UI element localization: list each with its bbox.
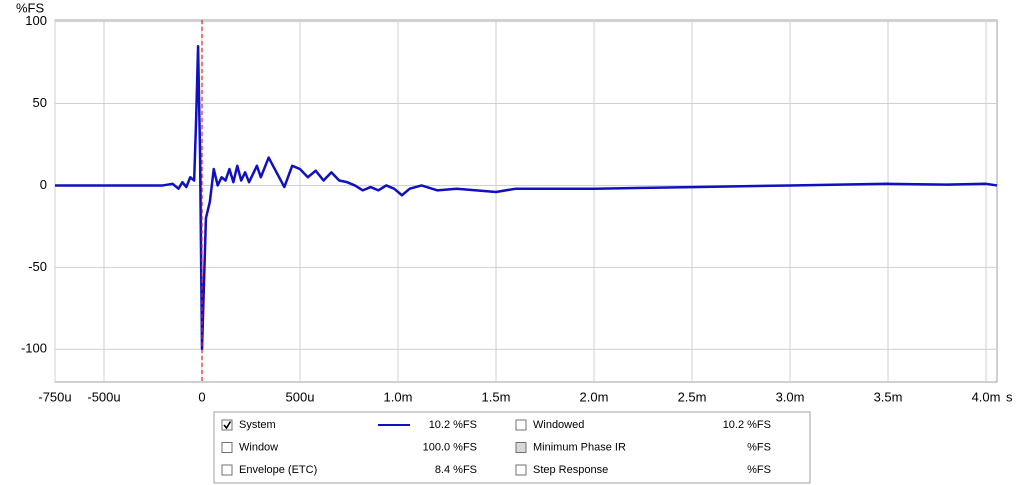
legend-name: Minimum Phase IR [533, 441, 626, 453]
legend-name: Windowed [533, 419, 584, 431]
legend-item[interactable]: Window 100.0 %FS [221, 441, 477, 453]
legend-name: Envelope (ETC) [239, 464, 317, 476]
legend-value: 8.4 %FS [435, 464, 477, 476]
x-tick-label: 2.5m [678, 389, 707, 404]
x-tick-label: 500u [286, 389, 315, 404]
x-tick-label: 0 [198, 389, 205, 404]
x-tick-label: 1.0m [384, 389, 413, 404]
y-tick-label: 50 [33, 95, 47, 110]
checkbox [515, 442, 527, 453]
x-tick-label: 2.0m [580, 389, 609, 404]
legend-item[interactable]: System 10.2 %FS [221, 419, 477, 431]
y-axis-label: %FS [16, 0, 45, 15]
x-tick-label: 4.0m [972, 389, 1001, 404]
data-line [55, 44, 998, 351]
legend-value: 100.0 %FS [423, 441, 477, 453]
check-mark [223, 421, 232, 430]
legend-name: System [239, 419, 276, 431]
x-tick-label: 1.5m [482, 389, 511, 404]
checkbox [515, 464, 527, 476]
y-tick-label: -100 [21, 341, 47, 356]
legend-value: 10.2 %FS [723, 419, 771, 431]
checkbox [221, 442, 233, 453]
checkbox [221, 464, 233, 476]
legend-panel [213, 411, 811, 484]
legend-value: %FS [747, 464, 771, 476]
legend-item[interactable]: Windowed 10.2 %FS [515, 419, 771, 431]
x-tick-label: -500u [87, 389, 120, 404]
x-tick-label: 3.5m [874, 389, 903, 404]
legend-item[interactable]: Step Response %FS [515, 464, 771, 476]
x-tick-label: -750u [38, 389, 71, 404]
plot-frame [54, 19, 998, 383]
checkbox [221, 419, 233, 431]
x-tick-label: 3.0m [776, 389, 805, 404]
legend-value: 10.2 %FS [429, 419, 477, 431]
legend-value: %FS [747, 441, 771, 453]
legend-name: Window [239, 441, 278, 453]
y-tick-label: 100 [25, 13, 47, 28]
legend-name: Step Response [533, 464, 608, 476]
checkbox [515, 419, 527, 431]
legend-item[interactable]: Envelope (ETC) 8.4 %FS [221, 464, 477, 476]
y-tick-label: 0 [40, 177, 47, 192]
legend-item: Minimum Phase IR %FS [515, 441, 771, 453]
y-tick-label: -50 [28, 259, 47, 274]
x-axis-label: s [1006, 389, 1013, 404]
